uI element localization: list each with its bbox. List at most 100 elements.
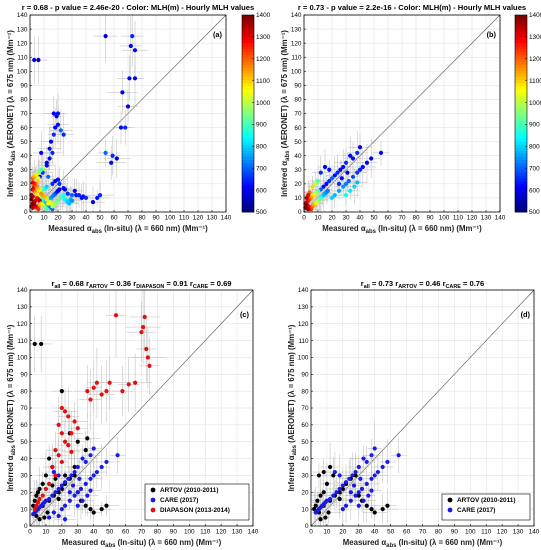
data-point: [30, 205, 35, 210]
colorbar-segment: [515, 205, 527, 210]
colorbar-segment: [515, 104, 527, 108]
data-point: [120, 389, 125, 394]
y-axis-label: Inferred αabs (AERONET) (λ = 675 nm) (Mm…: [6, 324, 17, 491]
colorbar-segment: [242, 141, 254, 145]
colorbar-segment: [515, 101, 527, 105]
colorbar-tick-label: 1400: [529, 12, 541, 19]
x-tick-label: 100: [165, 215, 176, 222]
legend-entry: CARE (2017): [160, 497, 198, 504]
data-point: [62, 503, 68, 508]
data-point: [32, 507, 37, 512]
data-point: [88, 507, 93, 512]
data-point: [142, 314, 147, 320]
y-tick-label: 90: [20, 83, 28, 90]
colorbar-segment: [515, 168, 527, 173]
colorbar-tick-label: 600: [529, 187, 540, 194]
data-point: [355, 180, 360, 185]
colorbar-segment: [515, 82, 527, 87]
data-point: [51, 111, 56, 116]
data-point: [36, 207, 41, 212]
data-points: [29, 34, 138, 212]
y-tick-label: 30: [20, 167, 28, 174]
y-tick-label: 50: [20, 439, 28, 446]
data-point: [327, 167, 332, 172]
x-tick-label: 70: [398, 215, 406, 222]
colorbar-segment: [242, 15, 254, 19]
data-point: [65, 191, 70, 196]
colorbar-segment: [515, 150, 527, 154]
colorbar-segment: [515, 21, 527, 25]
data-point: [369, 156, 374, 161]
data-point: [322, 164, 328, 170]
data-point: [332, 173, 337, 178]
legend-entry: DIAPASON (2013-2014): [160, 507, 230, 514]
data-point: [304, 195, 309, 201]
panel-letter: (b): [487, 30, 497, 39]
y-tick-label: 60: [20, 125, 28, 132]
y-tick-label: 70: [301, 405, 309, 412]
data-point: [47, 156, 52, 161]
x-tick-label: 60: [122, 529, 130, 536]
data-point: [91, 385, 96, 390]
data-point: [338, 167, 343, 172]
colorbar-segment: [242, 156, 254, 161]
colorbar-segment: [242, 165, 254, 170]
x-tick-label: 30: [342, 215, 350, 222]
y-tick-label: 20: [20, 489, 28, 496]
colorbar-segment: [515, 88, 527, 93]
y-tick-label: 10: [20, 195, 28, 202]
data-point: [80, 498, 85, 503]
data-point: [339, 176, 344, 181]
data-point: [62, 439, 68, 444]
colorbar-segment: [515, 73, 527, 77]
y-tick-label: 130: [17, 26, 28, 33]
colorbar-segment: [515, 61, 527, 65]
colorbar-tick-label: 1100: [256, 78, 270, 85]
data-point: [66, 414, 71, 419]
data-point: [360, 164, 365, 170]
data-point: [348, 490, 353, 495]
colorbar-segment: [242, 205, 254, 210]
colorbar-segment: [242, 61, 254, 65]
y-tick-label: 80: [294, 97, 302, 104]
data-point: [318, 517, 323, 522]
data-point: [351, 483, 357, 488]
colorbar-segment: [515, 190, 527, 194]
data-point: [375, 469, 380, 475]
data-point: [369, 453, 374, 458]
x-tick-label: 50: [106, 529, 114, 536]
colorbar-segment: [242, 36, 254, 41]
colorbar: 500 600 700 800 900 1000 1100 1200 1300 1400: [241, 12, 271, 216]
data-point: [90, 200, 96, 205]
data-point: [47, 481, 52, 486]
data-point: [37, 496, 42, 502]
x-tick-label: 20: [339, 529, 347, 536]
data-point: [43, 473, 49, 478]
colorbar-segment: [242, 95, 254, 99]
colorbar-segment: [515, 128, 527, 133]
data-point: [356, 464, 361, 470]
data-point: [350, 174, 356, 179]
data-point: [35, 500, 41, 505]
data-point: [103, 150, 108, 155]
x-tick-label: 90: [152, 215, 160, 222]
data-point: [336, 181, 342, 186]
data-point: [343, 181, 349, 186]
data-point: [332, 193, 337, 198]
x-tick-label: 50: [96, 215, 104, 222]
data-point: [55, 111, 61, 116]
colorbar-segment: [515, 42, 527, 47]
colorbar-segment: [242, 175, 254, 179]
data-point: [83, 448, 88, 453]
x-tick-label: 60: [403, 529, 411, 536]
data-point: [378, 150, 384, 155]
data-point: [61, 132, 66, 137]
y-tick-label: 80: [301, 388, 309, 395]
y-tick-label: 100: [298, 355, 309, 362]
x-tick-label: 50: [387, 529, 395, 536]
data-point: [56, 422, 61, 427]
data-point: [31, 512, 36, 517]
data-point: [50, 493, 55, 498]
colorbar-segment: [515, 131, 527, 136]
colorbar-segment: [515, 144, 527, 148]
